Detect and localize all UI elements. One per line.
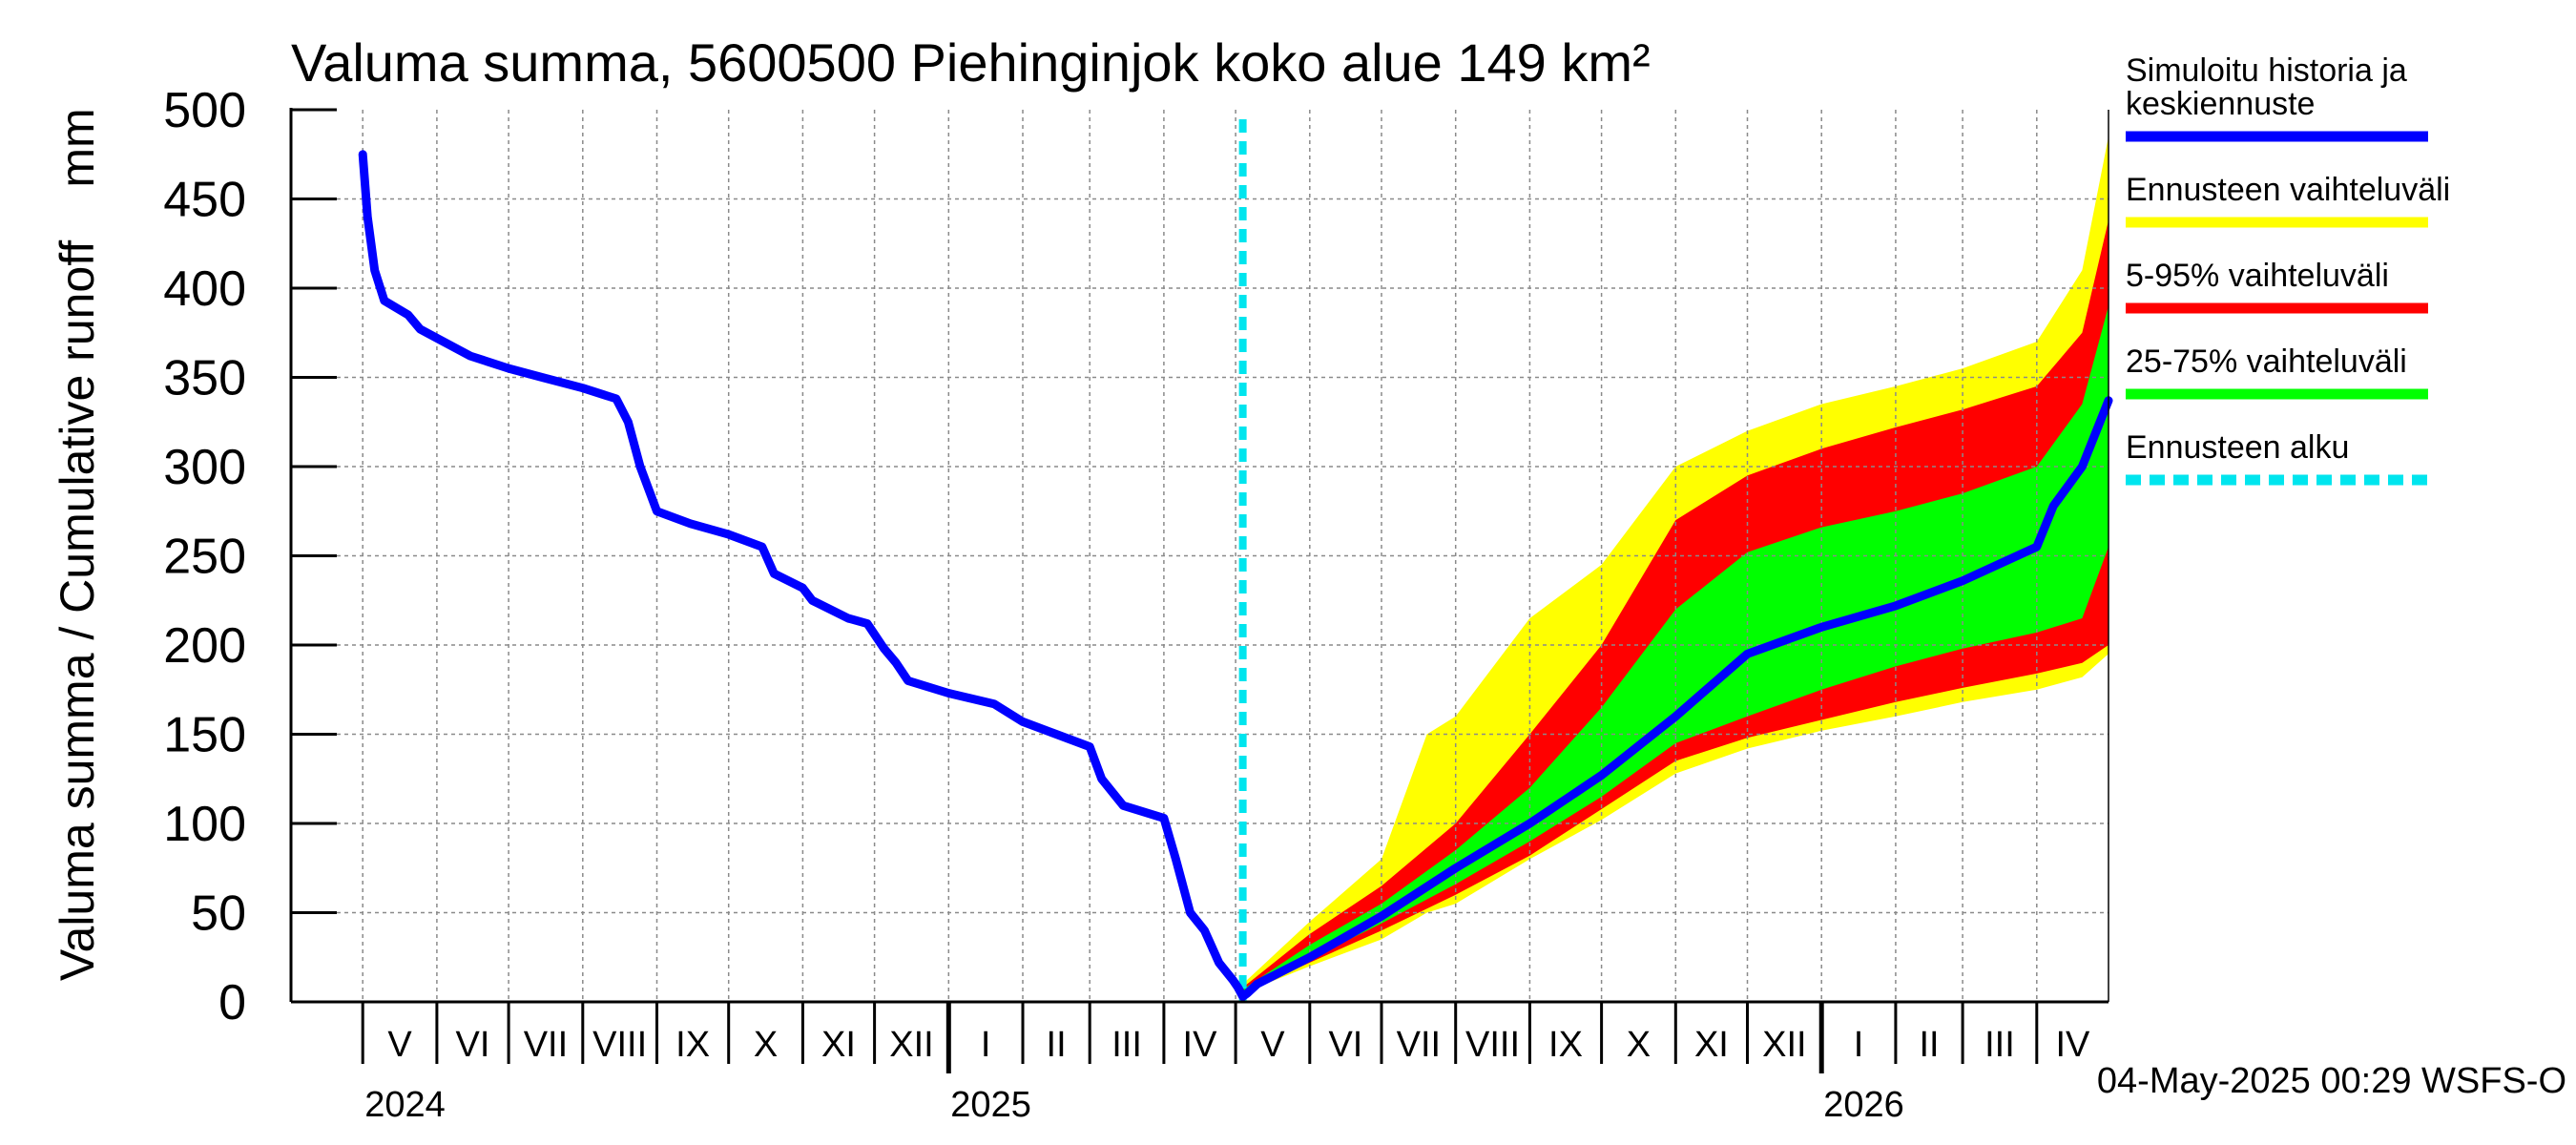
month-label: V bbox=[1260, 1025, 1285, 1065]
y-tick-label: 400 bbox=[163, 261, 246, 317]
y-axis-unit: mm bbox=[51, 108, 104, 187]
month-label: IX bbox=[1548, 1025, 1583, 1065]
month-label: X bbox=[1627, 1025, 1651, 1065]
y-tick-label: 450 bbox=[163, 173, 246, 228]
y-tick-label: 350 bbox=[163, 351, 246, 406]
month-label: II bbox=[1919, 1025, 1939, 1065]
month-label: I bbox=[1854, 1025, 1864, 1065]
legend-label: Ennusteen alku bbox=[2126, 429, 2349, 466]
y-axis-label: Valuma summa / Cumulative runoff mm bbox=[51, 108, 104, 981]
year-label: 2024 bbox=[364, 1085, 446, 1125]
y-axis-ticks: 0 50 100 150 200 250 300 350 400 450 500 bbox=[163, 83, 337, 1030]
month-label: VII bbox=[1397, 1025, 1441, 1065]
y-axis-title: Valuma summa / Cumulative runoff bbox=[51, 240, 104, 981]
legend-label: 5-95% vaihteluväli bbox=[2126, 258, 2389, 294]
x-axis-ticks: V VI VII VIII IX X XI XII I II III IV V VI VII VIII IX X X… bbox=[361, 1002, 2090, 1125]
month-label: VIII bbox=[592, 1025, 647, 1065]
month-label: III bbox=[1111, 1025, 1142, 1065]
y-tick-label: 300 bbox=[163, 440, 246, 495]
month-label: II bbox=[1047, 1025, 1067, 1065]
chart-title: Valuma summa, 5600500 Piehinginjok koko … bbox=[291, 32, 1651, 93]
y-tick-label: 150 bbox=[163, 708, 246, 763]
legend-label: keskiennuste bbox=[2126, 86, 2315, 122]
y-tick-label: 50 bbox=[191, 886, 246, 942]
legend-label: 25-75% vaihteluväli bbox=[2126, 344, 2407, 380]
month-label: IV bbox=[2055, 1025, 2090, 1065]
month-label: X bbox=[754, 1025, 778, 1065]
band-3 bbox=[1242, 305, 2109, 993]
legend-label: Ennusteen vaihteluväli bbox=[2126, 172, 2450, 208]
month-label: IX bbox=[675, 1025, 710, 1065]
y-tick-label: 200 bbox=[163, 618, 246, 674]
footer-timestamp: 04-May-2025 00:29 WSFS-O bbox=[2097, 1061, 2566, 1101]
month-label: III bbox=[1984, 1025, 2015, 1065]
month-label: VI bbox=[1328, 1025, 1362, 1065]
legend-label: Simuloitu historia ja bbox=[2126, 52, 2407, 89]
year-label: 2026 bbox=[1823, 1085, 1904, 1125]
y-tick-label: 250 bbox=[163, 530, 246, 585]
grid-lines bbox=[291, 110, 2109, 1002]
month-label: XI bbox=[821, 1025, 856, 1065]
month-label: VI bbox=[456, 1025, 490, 1065]
month-label: I bbox=[981, 1025, 991, 1065]
year-label: 2025 bbox=[950, 1085, 1031, 1125]
series-lines bbox=[358, 150, 2113, 1001]
month-label: XII bbox=[1762, 1025, 1806, 1065]
y-tick-label: 100 bbox=[163, 797, 246, 852]
month-label: VII bbox=[524, 1025, 568, 1065]
y-tick-label: 0 bbox=[218, 975, 246, 1030]
month-label: XI bbox=[1694, 1025, 1729, 1065]
month-label: V bbox=[387, 1025, 412, 1065]
month-label: VIII bbox=[1465, 1025, 1520, 1065]
mean-forecast-line bbox=[358, 150, 2113, 1001]
month-label: IV bbox=[1183, 1025, 1218, 1065]
month-label: XII bbox=[889, 1025, 933, 1065]
y-tick-label: 500 bbox=[163, 83, 246, 138]
